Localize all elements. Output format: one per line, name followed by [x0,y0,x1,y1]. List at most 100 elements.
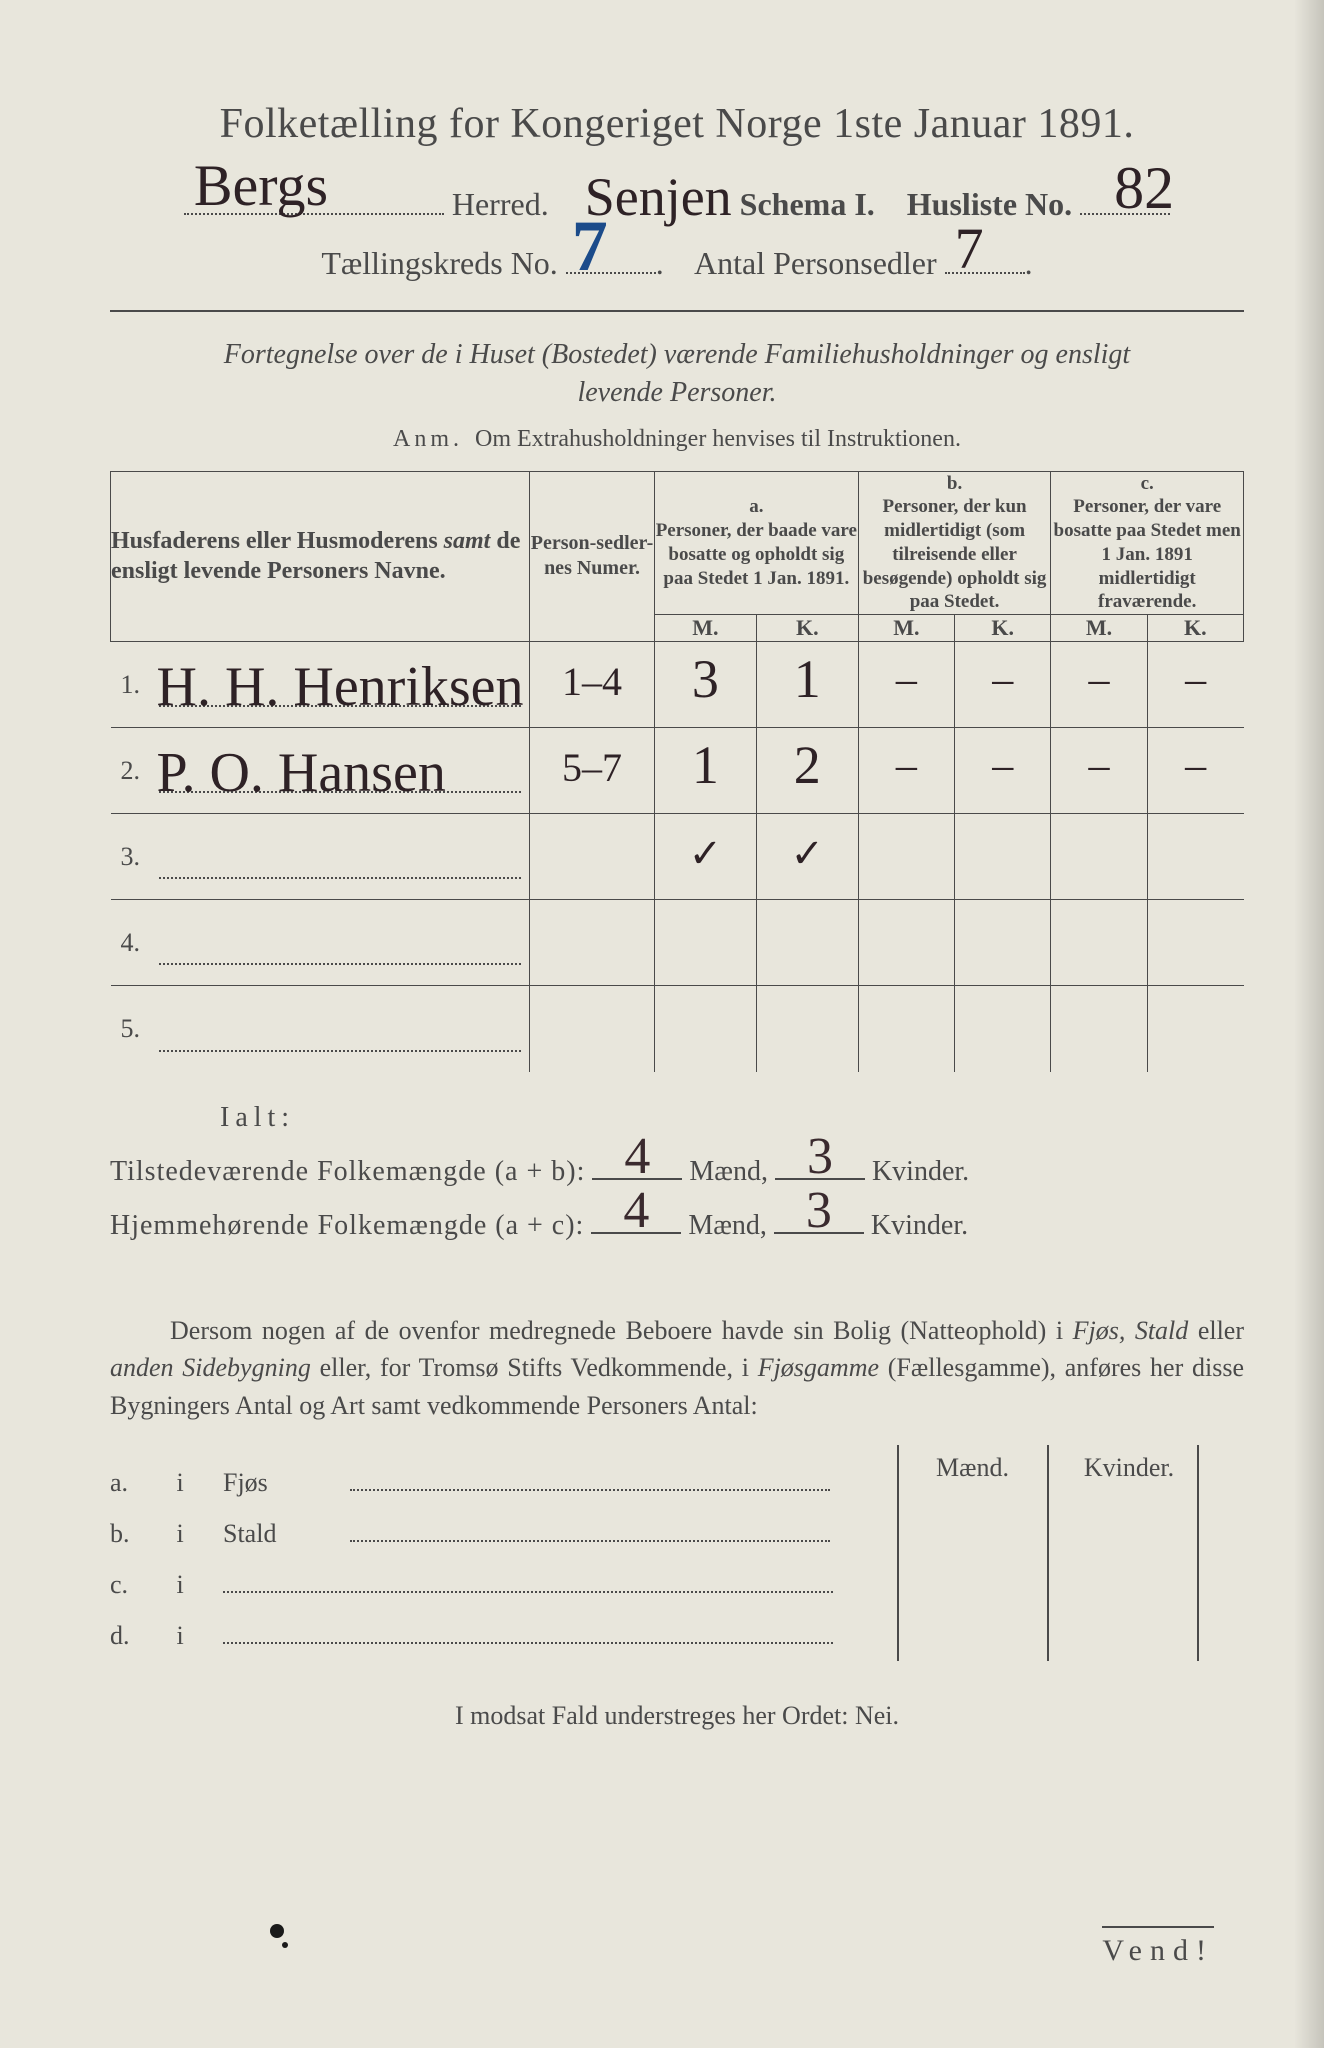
rule-1 [110,310,1244,312]
hw-num: 5–7 [530,744,654,791]
nei-line: I modsat Fald understreges her Ordet: Ne… [110,1701,1244,1731]
vend-label: Vend! [1102,1926,1214,1968]
cell-b-m [858,900,954,986]
kreds-blank: 7 [566,242,656,274]
side-i: i [177,1468,217,1498]
hw-val: 1 [757,648,858,710]
cell-c-k [1147,986,1243,1072]
cell-a-k [756,900,858,986]
col-c-text: Personer, der vare bosatte paa Stedet me… [1054,496,1241,612]
cell-b-m: – [858,728,954,814]
row-n: 2. [111,756,141,785]
row-n: 3. [111,842,141,871]
side-a: b. [110,1519,170,1549]
sub-c-m: M. [1051,615,1147,642]
cell-a-m [654,986,756,1072]
hw-val: 2 [757,734,858,796]
side-a: c. [110,1570,170,1600]
side-row: d. i [110,1618,1244,1651]
col-a-label: a. [749,496,763,517]
ialt-a-m-blank: 4 [592,1178,682,1180]
cell-a-m: 1 [654,728,756,814]
hdr-row-1: Husfaderens eller Husmoderens samt de en… [111,471,1244,615]
kreds-label: Tællingskreds No. [321,245,557,281]
cell-a-k: ✓ [756,814,858,900]
hw-val: – [1148,656,1244,704]
hw-val: 1 [655,734,756,796]
col-b: b. Personer, der kun midlertidigt (som t… [858,471,1051,615]
side-i: i [177,1519,217,1549]
hw-antal: 7 [955,215,984,282]
cell-name: 1. H. H. Henriksen [111,642,530,728]
hw-val: – [955,742,1050,790]
cell-c-m [1051,814,1147,900]
cell-name: 5. [111,986,530,1072]
cell-b-k [955,900,1051,986]
cell-b-k [955,986,1051,1072]
col-num: Person-sedler-nes Numer. [530,471,655,642]
col-a-text: Personer, der baade vare bosatte og opho… [656,520,857,589]
hw-ialt-b-m: 4 [591,1181,681,1240]
antal-label: Antal Personsedler [694,245,937,281]
hw-val: 3 [655,648,756,710]
sub-b-m: M. [858,615,954,642]
col-c-label: c. [1141,473,1154,494]
ialt-b-m-blank: 4 [591,1232,681,1234]
cell-a-k: 1 [756,642,858,728]
main-title: Folketælling for Kongeriget Norge 1ste J… [110,100,1244,148]
schema-label: Schema I. [740,186,875,222]
ialt-block: Ialt: Tilstedeværende Folkemængde (a + b… [110,1102,1244,1242]
hw-val: ✓ [655,830,756,877]
subtitle-l1: Fortegnelse over de i Huset (Bostedet) v… [224,339,1130,370]
anm-line: Anm. Om Extrahusholdninger henvises til … [110,426,1244,453]
hw-kreds-no: 7 [572,205,608,288]
side-a: d. [110,1621,170,1651]
table-row: 2. P. O. Hansen 5–7 1 2 – – – – [111,728,1244,814]
hw-val: – [1051,742,1146,790]
cell-name: 2. P. O. Hansen [111,728,530,814]
cell-b-m [858,986,954,1072]
cell-c-k [1147,900,1243,986]
cell-a-m [654,900,756,986]
ialt-b-k-blank: 3 [774,1232,864,1234]
main-table-wrap: Husfaderens eller Husmoderens samt de en… [110,471,1244,1072]
sub-b-k: K. [955,615,1051,642]
ialt-maend: Mænd, [688,1210,767,1241]
hw-ialt-a-m: 4 [592,1127,682,1186]
ialt-a-k-blank: 3 [775,1178,865,1180]
herred-blank: Bergs [184,183,444,215]
title-block: Folketælling for Kongeriget Norge 1ste J… [110,100,1244,282]
ialt-b-label: Hjemmehørende Folkemængde (a + c): [110,1210,584,1241]
side-label: Stald [223,1519,343,1549]
col-name: Husfaderens eller Husmoderens samt de en… [111,471,530,642]
cell-num [530,900,655,986]
ialt-maend: Mænd, [689,1156,768,1187]
cell-name: 3. [111,814,530,900]
side-rows: a. i Fjøs b. i Stald c. i d. i [110,1465,1244,1651]
side-i: i [177,1621,217,1651]
anm-label: Anm. [393,426,463,452]
cell-num [530,986,655,1072]
antal-blank: 7 [945,242,1025,274]
cell-b-k [955,814,1051,900]
census-form-page: Folketælling for Kongeriget Norge 1ste J… [0,0,1324,2048]
col-b-text: Personer, der kun midlertidigt (som tilr… [863,496,1047,612]
ink-spot-icon [270,1924,284,1938]
hw-val: – [859,742,954,790]
ialt-title: Ialt: [220,1102,1244,1134]
subtitle: Fortegnelse over de i Huset (Bostedet) v… [110,336,1244,412]
hw-num: 1–4 [530,658,654,705]
main-table: Husfaderens eller Husmoderens samt de en… [110,471,1244,1072]
table-row: 5. [111,986,1244,1072]
row-n: 4. [111,928,141,957]
herred-label: Herred. [452,186,549,222]
hw-val: – [1051,656,1146,704]
col-c: c. Personer, der vare bosatte paa Stedet… [1051,471,1244,615]
hw-husliste-no: 82 [1114,154,1174,223]
hw-ialt-b-k: 3 [774,1181,864,1240]
hw-ialt-a-k: 3 [775,1127,865,1186]
cell-c-m: – [1051,728,1147,814]
row-n: 1. [111,670,141,699]
cell-c-m: – [1051,642,1147,728]
cell-a-m: 3 [654,642,756,728]
